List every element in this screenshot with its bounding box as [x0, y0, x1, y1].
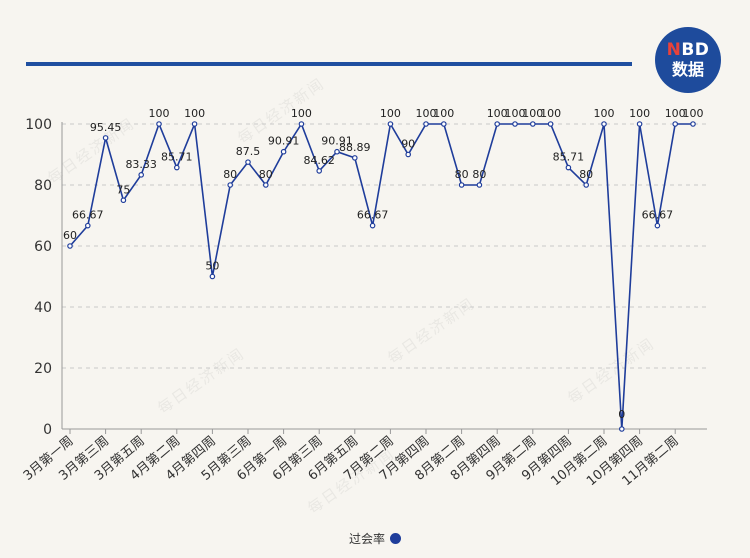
- data-point: [512, 121, 518, 127]
- data-point: [334, 148, 340, 155]
- data-label: 100: [522, 107, 543, 120]
- data-label: 87.5: [236, 145, 261, 158]
- data-point: [174, 164, 180, 171]
- data-point: [280, 148, 287, 155]
- data-labels: 60 66.67 95.45 75 83.33 100 85.71 100 50 80 87.5 80…: [63, 107, 704, 421]
- data-points: [67, 121, 696, 432]
- data-point: [138, 172, 145, 178]
- data-label: 90: [401, 138, 415, 151]
- data-point: [245, 159, 251, 165]
- data-label: 0: [618, 408, 625, 421]
- data-label: 80: [579, 168, 593, 181]
- data-label: 50: [205, 260, 219, 273]
- data-point: [209, 273, 216, 280]
- y-tick-labels: 0 20 40 60 80 100: [25, 117, 52, 438]
- data-point: [672, 121, 679, 127]
- data-label: 80: [455, 168, 469, 181]
- data-point: [601, 121, 607, 127]
- data-label: 100: [149, 107, 170, 120]
- data-point: [636, 121, 643, 127]
- data-label: 100: [540, 107, 561, 120]
- data-label: 88.89: [339, 141, 371, 154]
- data-point: [690, 121, 696, 127]
- data-label: 100: [416, 107, 437, 120]
- header-rule: [26, 62, 632, 66]
- data-label: 90.91: [268, 135, 300, 148]
- data-label: 66.67: [357, 209, 389, 222]
- data-label: 95.45: [90, 121, 122, 134]
- data-label: 100: [505, 107, 526, 120]
- series-line-path: [69, 121, 693, 430]
- data-point: [156, 121, 162, 127]
- data-label: 85.71: [161, 151, 193, 164]
- logo-brand-mark: NBD: [666, 40, 710, 60]
- data-point: [387, 121, 394, 127]
- data-label: 90.91: [321, 135, 353, 148]
- data-label: 100: [487, 107, 508, 120]
- data-label: 100: [184, 107, 205, 120]
- data-label: 100: [629, 107, 650, 120]
- data-point: [476, 182, 483, 188]
- y-tick-label: 100: [25, 117, 52, 133]
- y-tick-label: 20: [34, 361, 52, 377]
- nbd-logo: NBD 数据: [655, 27, 721, 93]
- data-label: 85.71: [553, 151, 585, 164]
- data-point: [423, 121, 429, 127]
- data-label: 75: [116, 183, 130, 196]
- legend-marker: [390, 533, 401, 544]
- y-tick-label: 40: [34, 300, 52, 316]
- data-point: [120, 197, 127, 204]
- y-tick-label: 0: [43, 422, 52, 438]
- data-label: 60: [63, 229, 77, 242]
- data-label: 83.33: [125, 158, 157, 171]
- data-point: [618, 426, 625, 432]
- data-point: [227, 182, 234, 188]
- data-point: [85, 222, 91, 229]
- logo-subtitle: 数据: [671, 60, 704, 79]
- legend-label: 过会率: [348, 532, 385, 546]
- data-label: 100: [433, 107, 454, 120]
- data-label: 80: [259, 168, 273, 181]
- data-label: 100: [594, 107, 615, 120]
- line-chart: 0 20 40 60 80 100 3月第一周3月第三周3月第五周4月第二周4月第四周5月…: [21, 107, 707, 490]
- data-point: [458, 182, 465, 188]
- data-label: 100: [291, 107, 312, 120]
- data-label: 100: [380, 107, 401, 120]
- data-point: [440, 121, 447, 127]
- data-label: 80: [472, 168, 486, 181]
- data-point: [316, 168, 323, 174]
- data-point: [565, 164, 572, 171]
- data-label: 66.67: [72, 209, 104, 222]
- data-point: [298, 121, 305, 127]
- data-point: [102, 135, 109, 141]
- data-point: [405, 151, 412, 158]
- data-point: [369, 222, 376, 229]
- data-label: 100: [665, 107, 686, 120]
- data-point: [583, 182, 590, 188]
- data-point: [547, 121, 554, 127]
- series-line: [69, 121, 693, 430]
- data-label: 100: [683, 107, 704, 120]
- data-label: 80: [223, 168, 237, 181]
- data-point: [67, 243, 73, 249]
- data-point: [529, 121, 536, 127]
- x-tick-labels: 3月第一周3月第三周3月第五周4月第二周4月第四周5月第三周6月第一周6月第三周…: [21, 434, 682, 490]
- data-label: 84.62: [303, 154, 335, 167]
- data-point: [351, 155, 358, 161]
- data-label: 66.67: [642, 209, 674, 222]
- y-tick-label: 60: [34, 239, 52, 255]
- data-point: [494, 121, 501, 127]
- data-point: [262, 182, 269, 188]
- legend: 过会率: [0, 530, 750, 547]
- axes: [61, 122, 707, 434]
- data-point: [191, 121, 198, 127]
- y-tick-label: 80: [34, 178, 52, 194]
- grid-lines: [62, 123, 707, 369]
- data-point: [654, 222, 661, 229]
